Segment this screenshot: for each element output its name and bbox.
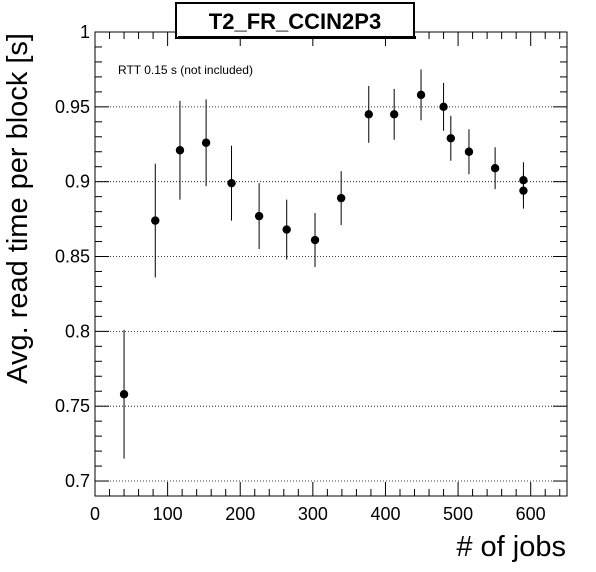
x-tick-label: 400	[370, 504, 400, 524]
data-point	[519, 186, 528, 195]
data-point	[119, 390, 129, 399]
data-point	[151, 216, 160, 225]
data-point	[446, 134, 456, 143]
y-tick-label: 0.85	[55, 247, 90, 267]
data-points	[119, 69, 528, 459]
y-tick-label: 0.75	[55, 396, 90, 416]
plot-frame	[94, 31, 568, 497]
y-tick-label: 1	[80, 22, 90, 42]
x-tick-label: 0	[90, 504, 100, 524]
data-point	[227, 178, 236, 188]
data-point	[439, 102, 448, 112]
data-point	[490, 164, 500, 173]
x-tick-labels: 0 100 200 300 400 500 600	[90, 504, 546, 524]
data-point	[282, 225, 291, 234]
data-point	[254, 211, 264, 221]
axis-ticks	[94, 31, 567, 497]
y-tick-label: 0.8	[65, 321, 90, 341]
x-tick-label: 100	[153, 504, 183, 524]
data-point	[310, 235, 320, 245]
annotation-text: RTT 0.15 s (not included)	[118, 63, 253, 77]
x-tick-label: 600	[516, 504, 546, 524]
x-axis-title: # of jobs	[456, 531, 566, 563]
data-point	[201, 138, 211, 147]
x-tick-label: 200	[225, 504, 255, 524]
data-point	[364, 110, 373, 119]
data-point	[464, 147, 474, 156]
y-axis-title: Avg. read time per block [s]	[2, 33, 34, 384]
chart-title-box: T2_FR_CCIN2P3	[175, 2, 416, 39]
x-tick-label: 500	[443, 504, 473, 524]
x-tick-label: 300	[298, 504, 328, 524]
data-point	[336, 193, 346, 203]
grid-lines	[95, 31, 567, 482]
data-point	[175, 146, 185, 155]
data-point	[389, 110, 399, 119]
y-tick-label: 0.7	[65, 471, 90, 491]
y-tick-label: 0.9	[65, 172, 90, 192]
chart-title: T2_FR_CCIN2P3	[209, 9, 381, 34]
data-point	[416, 90, 426, 100]
y-tick-label: 0.95	[55, 97, 90, 117]
y-tick-labels: 0.7 0.75 0.8 0.85 0.9 0.95 1	[55, 22, 90, 491]
